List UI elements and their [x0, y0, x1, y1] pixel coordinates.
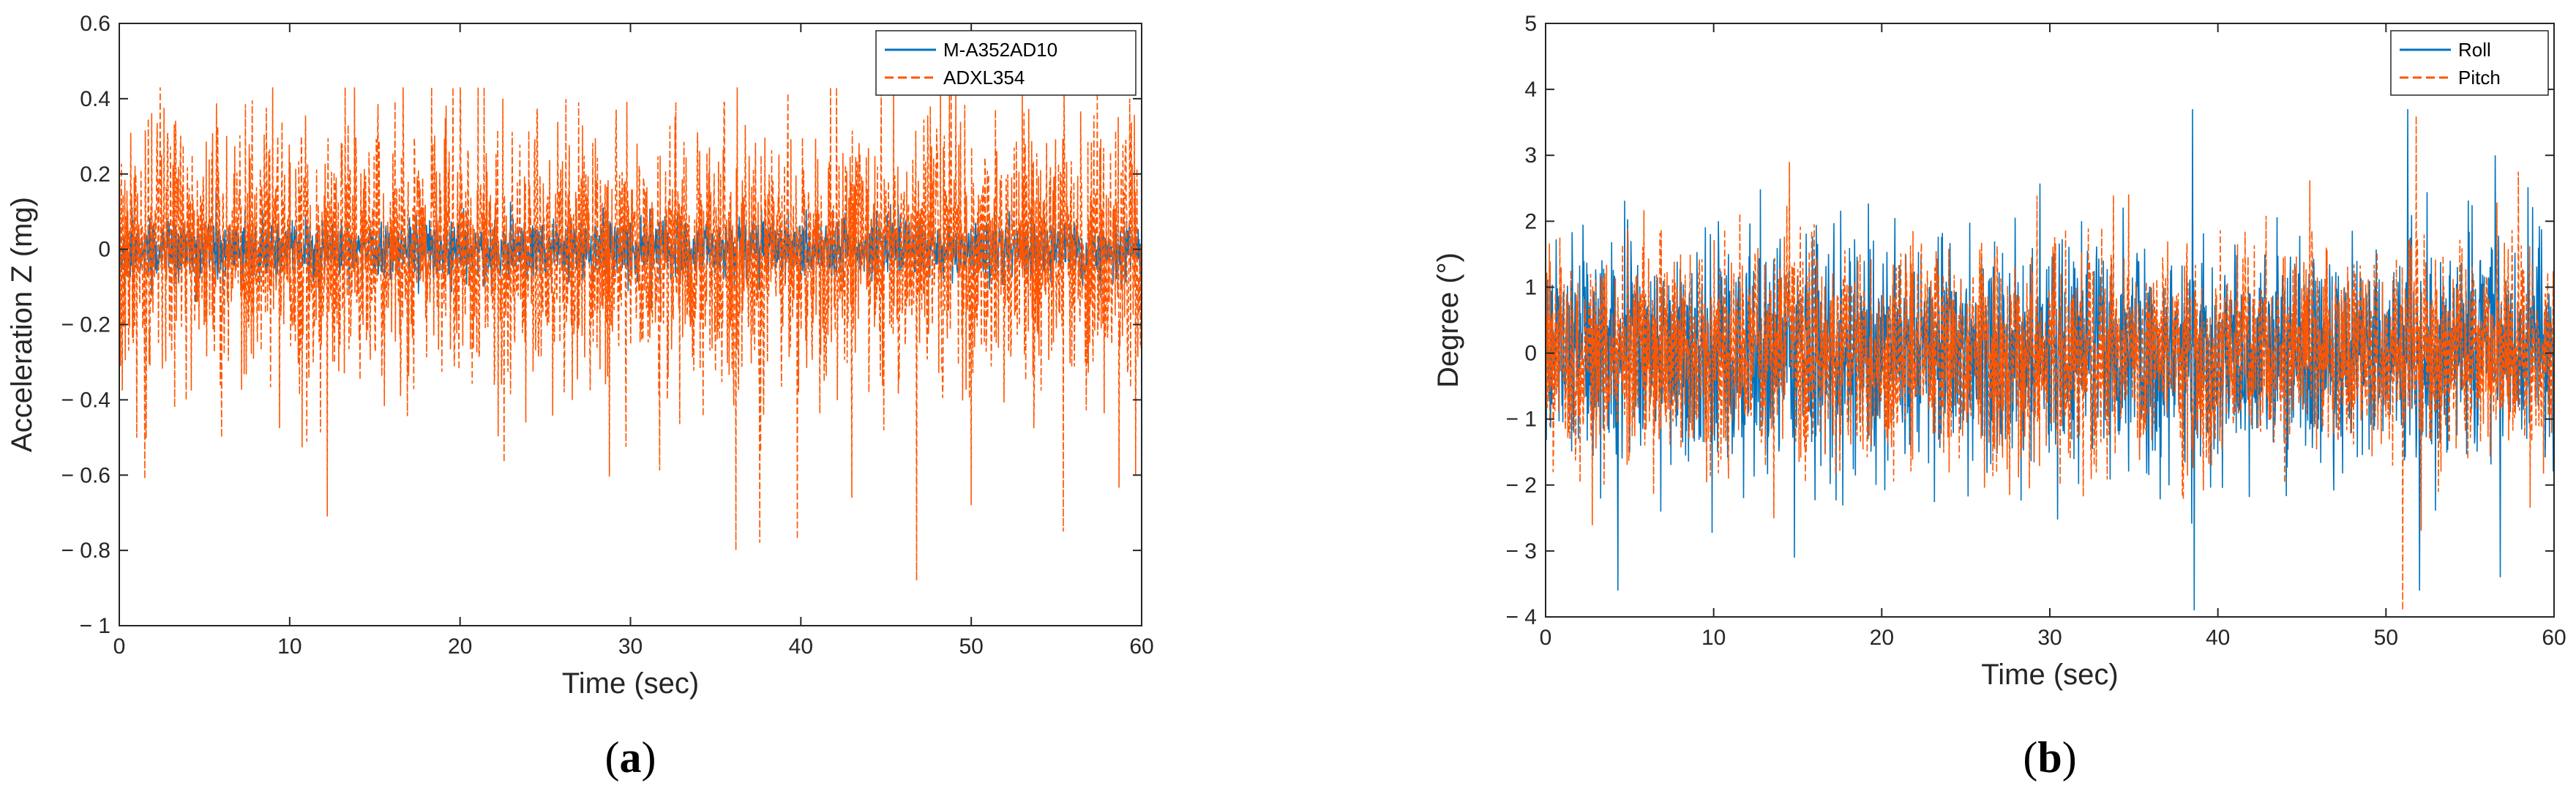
panel-b-legend-box [2390, 30, 2549, 96]
panel-a-x-axis-title: Time (sec) [562, 667, 699, 700]
y-tick-label: − 0.2 [61, 313, 111, 337]
panel-b-y-axis-title: Degree (°) [1432, 252, 1464, 388]
panel-a-y-ticks: − 1 − 0.8 − 0.6 − 0.4 − 0.2 0 0.2 0.4 0.6 [61, 12, 1142, 638]
x-tick-label: 30 [2037, 626, 2062, 650]
y-tick-label: 0.4 [80, 87, 111, 111]
y-tick-label: 2 [1524, 209, 1537, 233]
y-tick-label: − 0.4 [61, 388, 111, 412]
legend-label-pitch: Pitch [2458, 67, 2501, 89]
y-tick-label: 0 [1524, 342, 1537, 366]
x-tick-label: 50 [959, 634, 983, 659]
panel-label-a: (a) [605, 733, 656, 782]
x-tick-label: 20 [1870, 626, 1894, 650]
y-tick-label: − 1 [1505, 408, 1537, 432]
x-tick-label: 40 [789, 634, 813, 659]
x-tick-label: 60 [1129, 634, 1153, 659]
y-tick-label: 0.2 [80, 162, 111, 187]
panel-b: 0 10 20 30 40 50 60 − 4 − 3 − 2 − 1 0 1 2 3 4 5 Time (s… [1432, 12, 2566, 782]
panel-b-y-ticks: − 4 − 3 − 2 − 1 0 1 2 3 4 5 [1505, 12, 2554, 629]
x-tick-label: 0 [113, 634, 126, 659]
series-line-pitch [1546, 116, 2554, 611]
y-tick-label: 5 [1524, 12, 1537, 36]
legend-label-adxl354: ADXL354 [943, 67, 1025, 89]
x-tick-label: 60 [2542, 626, 2566, 650]
panel-label-b: (b) [2023, 733, 2076, 782]
x-tick-label: 10 [1701, 626, 1726, 650]
y-tick-label: − 1 [79, 614, 111, 638]
y-tick-label: − 0.8 [61, 539, 111, 563]
panel-b-x-ticks: 0 10 20 30 40 50 60 [1540, 23, 2566, 650]
y-tick-label: − 2 [1505, 473, 1537, 498]
panel-b-legend: Roll Pitch [2390, 30, 2549, 96]
panel-a-traces [119, 87, 1142, 581]
panel-a-x-ticks: 0 10 20 30 40 50 60 [113, 23, 1154, 659]
legend-label-roll: Roll [2458, 39, 2491, 61]
x-tick-label: 0 [1540, 626, 1552, 650]
panel-a: 0 10 20 30 40 50 60 − 1 − 0.8 − 0.6 − 0.4 − 0.2 0 0.… [6, 12, 1154, 782]
y-tick-label: − 4 [1505, 605, 1537, 629]
y-tick-label: − 3 [1505, 539, 1537, 563]
x-tick-label: 30 [618, 634, 643, 659]
panel-b-x-axis-title: Time (sec) [1981, 659, 2118, 691]
panel-a-legend-box [875, 30, 1137, 96]
y-tick-label: 0.6 [80, 12, 111, 36]
x-tick-label: 10 [277, 634, 302, 659]
y-tick-label: − 0.6 [61, 463, 111, 487]
series-line-adxl354 [119, 87, 1142, 581]
panel-b-traces [1546, 109, 2554, 611]
y-tick-label: 0 [98, 238, 111, 262]
x-tick-label: 50 [2374, 626, 2398, 650]
legend-label-m-a352ad10: M-A352AD10 [943, 39, 1057, 61]
panel-a-y-axis-title: Acceleration Z (mg) [6, 197, 38, 452]
x-tick-label: 40 [2206, 626, 2230, 650]
y-tick-label: 4 [1524, 78, 1537, 102]
panel-a-legend: M-A352AD10 ADXL354 [875, 30, 1137, 96]
y-tick-label: 1 [1524, 275, 1537, 299]
x-tick-label: 20 [448, 634, 472, 659]
y-tick-label: 3 [1524, 143, 1537, 168]
